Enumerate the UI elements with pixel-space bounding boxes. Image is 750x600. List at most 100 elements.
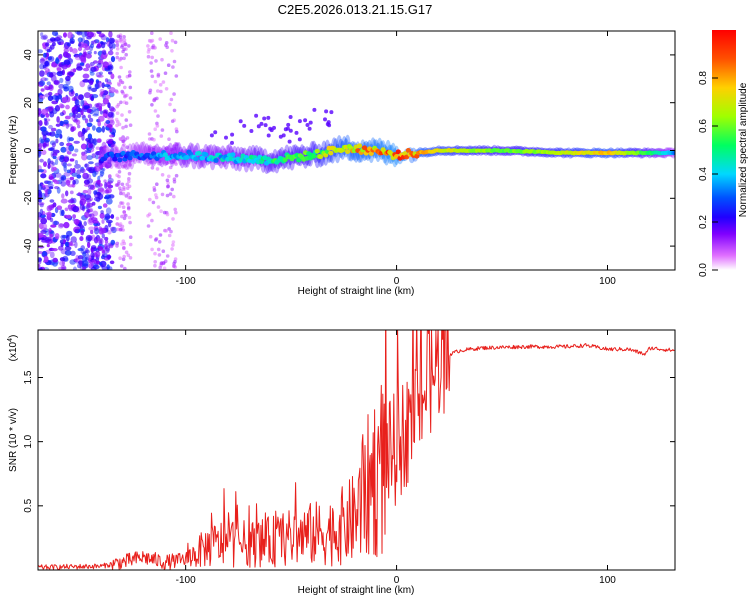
spectrogram-cell (242, 123, 247, 128)
spectrogram-cell (47, 163, 51, 169)
spectrogram-cell (93, 236, 99, 244)
spectrogram-cell (102, 113, 107, 117)
spectrogram-cell (44, 60, 49, 67)
spectrogram-cell (345, 149, 351, 155)
spectrogram-cell (155, 124, 160, 128)
spectrogram-cell (55, 32, 59, 37)
spectrogram-cell (92, 219, 99, 224)
spectrogram-cell (172, 159, 176, 163)
spectrogram-cell (76, 174, 82, 179)
spectrogram-cell (95, 250, 101, 258)
spectrogram-cell (42, 223, 48, 230)
y-tick-label: 1.0 (23, 434, 34, 448)
spectrogram-cell (77, 248, 84, 252)
spectrogram-cell (127, 195, 131, 200)
spectrogram-cell (108, 31, 113, 38)
spectrogram-cell (59, 77, 64, 84)
spectrogram-cell (67, 199, 75, 203)
colorbar-gradient (712, 30, 736, 270)
spectrogram-cell (168, 165, 173, 170)
x-tick-label: -100 (176, 575, 196, 586)
spectrogram-cell (47, 105, 54, 111)
spectrogram-cell (79, 62, 85, 66)
spectrogram-cell (230, 152, 236, 158)
spectrogram-cell (153, 46, 157, 50)
spectrogram-cell (43, 161, 47, 168)
spectrogram-cell (93, 39, 100, 44)
spectrogram-cell (150, 103, 154, 107)
spectrogram-cell (165, 254, 170, 258)
spectrogram-cell (312, 107, 317, 112)
spectrogram-cell (115, 123, 119, 128)
spectrogram-cell (70, 236, 77, 243)
spectrogram-cell (104, 78, 109, 83)
spectrogram-cell (121, 257, 126, 262)
spectrogram-cell (153, 109, 158, 113)
spectrogram-cell (102, 203, 108, 208)
spectrogram-cell (107, 61, 112, 67)
spectrogram-cell (172, 194, 176, 199)
spectrogram-cell (97, 188, 105, 193)
spectrogram-cell (99, 170, 105, 177)
spectrogram-cell (39, 158, 44, 163)
spectrogram-cell (100, 91, 104, 97)
spectrogram-cell (128, 85, 133, 90)
spectrogram-cell (672, 151, 675, 155)
spectrogram-cell (38, 251, 43, 254)
spectrogram-cell (82, 189, 88, 194)
spectrogram-cell (56, 205, 63, 210)
spectrogram-cell (124, 52, 128, 57)
spectrogram-cell (67, 31, 73, 39)
spectrogram-cell (116, 102, 121, 107)
spectrogram-cell (118, 58, 122, 62)
spectrogram-cell (126, 202, 130, 206)
spectrogram-cell (156, 247, 161, 252)
spectrogram-cell (173, 259, 177, 264)
x-tick-label: -100 (176, 276, 196, 287)
spectrogram-cell (64, 249, 72, 256)
spectrogram-cell (58, 55, 63, 60)
spectrogram-cell (38, 80, 46, 86)
spectrogram-cell (48, 124, 53, 129)
spectrogram-cell (86, 178, 94, 184)
spectrogram-cell (86, 155, 93, 161)
spectrogram-cell (108, 174, 112, 179)
spectrogram-cell (256, 124, 261, 129)
spectrogram-cell (109, 87, 116, 94)
spectrogram-cell (49, 147, 55, 152)
spectrogram-cell (88, 226, 95, 231)
spectrogram-cell (171, 243, 175, 247)
spectrogram-cell (95, 151, 103, 156)
spectrogram-cell (109, 260, 115, 265)
spectrogram-cell (44, 189, 48, 197)
spectrogram-cell (51, 146, 56, 151)
spectrogram-cell (77, 124, 81, 129)
spectrogram-cell (52, 108, 58, 115)
spectrogram-cell (45, 113, 50, 118)
spectrogram-cell (53, 180, 60, 185)
spectrogram-cell (56, 67, 62, 72)
spectrogram-cell (73, 218, 80, 225)
spectrogram-cell (52, 166, 57, 171)
spectrogram-cell (328, 150, 334, 156)
spectrogram-cell (38, 202, 45, 206)
spectrogram-cell (49, 131, 56, 137)
spectrogram-cell (128, 96, 133, 100)
spectrogram-cell (82, 52, 87, 58)
spectrogram-cell (159, 89, 163, 94)
spectrogram-cell (124, 47, 128, 51)
spectrogram-cell (118, 227, 123, 232)
spectrogram-cell (104, 94, 111, 100)
spectrogram-cell (107, 50, 114, 56)
spectrogram-cell (94, 103, 100, 108)
spectrogram-cell (173, 207, 177, 212)
spectrogram-cell (60, 264, 67, 270)
spectrogram-cell (85, 236, 91, 243)
spectrogram-cell (156, 205, 161, 209)
spectrogram-cell (115, 148, 120, 152)
spectrogram-cell (92, 210, 99, 217)
spectrogram-cell (38, 184, 43, 191)
spectrogram-cell (81, 260, 89, 267)
spectrogram-cell (269, 128, 274, 133)
spectrogram-cell (87, 241, 91, 248)
